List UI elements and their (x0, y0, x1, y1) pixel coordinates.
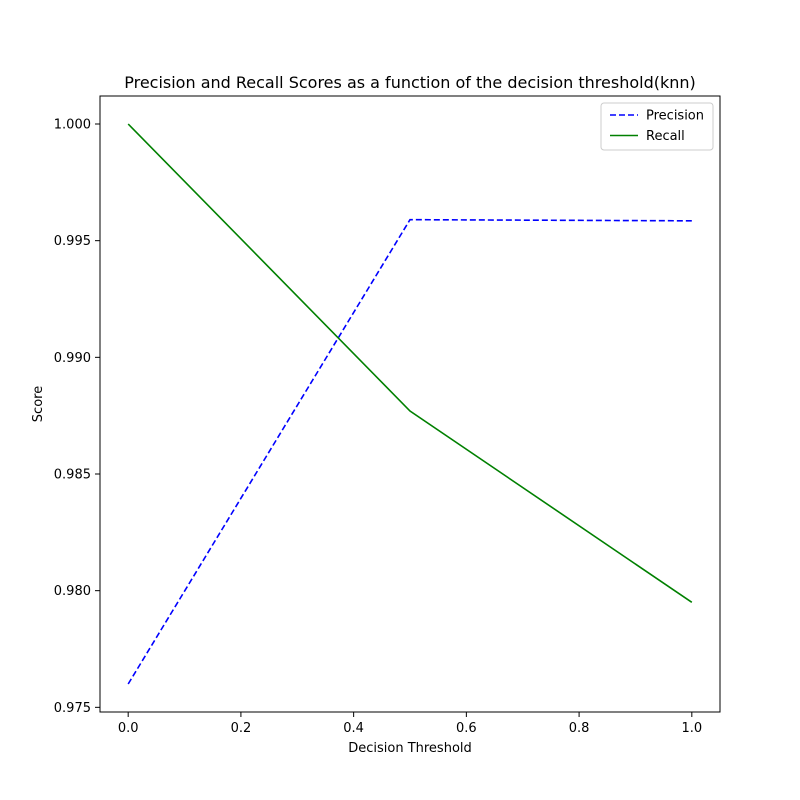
legend-label-precision: Precision (646, 109, 704, 124)
y-tick-label: 0.985 (54, 468, 91, 483)
legend-label-recall: Recall (646, 129, 685, 144)
plot-frame (99, 95, 721, 713)
chart-title: Precision and Recall Scores as a functio… (124, 73, 696, 92)
y-tick-label: 1.000 (54, 118, 91, 133)
x-tick-label: 0.8 (569, 721, 590, 736)
plot-area: 0.0 0.2 0.4 0.6 0.8 1.0 0.9750.9800.9850.9900… (54, 95, 721, 736)
x-tick-label: 0.2 (231, 721, 252, 736)
x-tick-label: 1.0 (681, 721, 702, 736)
series-line-recall (127, 123, 693, 603)
y-tick-label: 0.995 (54, 234, 91, 249)
y-tick-label: 0.975 (54, 701, 91, 716)
lines-layer (127, 123, 693, 685)
x-tick-label: 0.6 (456, 721, 477, 736)
y-tick-label: 0.990 (54, 351, 91, 366)
x-tick-label: 0.0 (118, 721, 139, 736)
x-tick-label: 0.4 (343, 721, 364, 736)
x-axis-label: Decision Threshold (348, 741, 472, 756)
y-axis-label: Score (31, 386, 46, 422)
legend: Precision Recall (600, 102, 714, 151)
y-tick-label: 0.980 (54, 584, 91, 599)
y-axis-ticks: 0.975 0.980 0.985 0.990 0.995 1.000 (54, 118, 100, 716)
legend-items: Precision Recall (610, 109, 704, 144)
x-axis-ticks: 0.0 0.2 0.4 0.6 0.8 1.0 (118, 712, 702, 736)
series-line-precision (127, 218, 692, 685)
